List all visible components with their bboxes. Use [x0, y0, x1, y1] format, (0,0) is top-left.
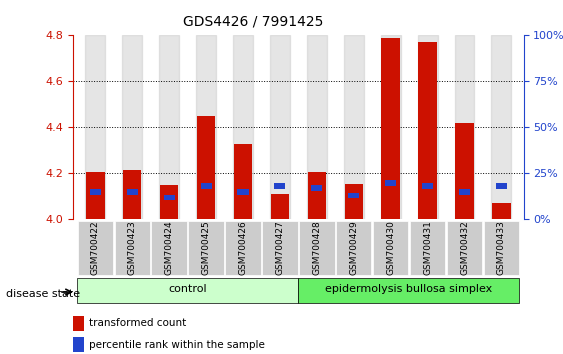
FancyBboxPatch shape [78, 221, 113, 275]
Bar [454, 35, 475, 219]
Bar [307, 35, 327, 219]
Text: GDS4426 / 7991425: GDS4426 / 7991425 [183, 14, 324, 28]
FancyBboxPatch shape [151, 221, 187, 275]
Bar [382, 38, 400, 219]
Text: GSM700428: GSM700428 [312, 221, 321, 275]
FancyBboxPatch shape [336, 221, 372, 275]
Text: GSM700429: GSM700429 [349, 221, 358, 275]
Bar [459, 189, 470, 195]
Bar [307, 172, 326, 219]
Text: GSM700426: GSM700426 [239, 221, 248, 275]
Bar [200, 183, 212, 189]
Bar [159, 35, 179, 219]
Bar [196, 35, 216, 219]
Bar [160, 185, 178, 219]
Text: percentile rank within the sample: percentile rank within the sample [89, 339, 265, 350]
Bar [345, 184, 363, 219]
Bar [491, 35, 511, 219]
Bar [344, 35, 364, 219]
FancyBboxPatch shape [262, 221, 298, 275]
Bar [197, 116, 215, 219]
Bar [418, 42, 437, 219]
Bar [270, 35, 290, 219]
Text: GSM700423: GSM700423 [128, 221, 137, 275]
Text: GSM700431: GSM700431 [423, 220, 432, 275]
FancyBboxPatch shape [447, 221, 482, 275]
Bar [311, 185, 323, 191]
Text: GSM700422: GSM700422 [91, 221, 100, 275]
FancyBboxPatch shape [484, 221, 519, 275]
Text: GSM700430: GSM700430 [386, 220, 395, 275]
Bar [86, 35, 105, 219]
Bar [122, 35, 142, 219]
Bar [455, 123, 473, 219]
Bar [238, 189, 248, 195]
Text: transformed count: transformed count [89, 318, 186, 329]
Text: GSM700424: GSM700424 [164, 221, 173, 275]
Text: GSM700427: GSM700427 [275, 221, 284, 275]
FancyBboxPatch shape [189, 221, 224, 275]
Bar [496, 183, 507, 189]
FancyBboxPatch shape [298, 278, 519, 303]
Bar [381, 35, 401, 219]
Bar [385, 180, 396, 185]
FancyBboxPatch shape [299, 221, 334, 275]
FancyBboxPatch shape [410, 221, 445, 275]
Bar [73, 316, 84, 331]
Bar [348, 193, 359, 199]
Bar [422, 183, 433, 189]
Bar [234, 143, 252, 219]
Bar [127, 189, 138, 195]
Bar [90, 189, 101, 195]
Bar [123, 170, 141, 219]
FancyBboxPatch shape [373, 221, 408, 275]
Bar [164, 194, 175, 200]
Text: GSM700433: GSM700433 [497, 220, 506, 275]
FancyBboxPatch shape [77, 278, 298, 303]
Bar [86, 172, 105, 219]
Text: GSM700425: GSM700425 [202, 221, 211, 275]
Bar [274, 183, 285, 189]
Bar [271, 194, 289, 219]
FancyBboxPatch shape [114, 221, 150, 275]
Bar [73, 337, 84, 352]
Text: control: control [168, 284, 207, 294]
Text: GSM700432: GSM700432 [460, 221, 469, 275]
Bar [418, 35, 437, 219]
FancyBboxPatch shape [225, 221, 261, 275]
Bar [233, 35, 253, 219]
Bar [492, 203, 511, 219]
Text: epidermolysis bullosa simplex: epidermolysis bullosa simplex [325, 284, 493, 294]
Text: disease state: disease state [6, 289, 80, 299]
